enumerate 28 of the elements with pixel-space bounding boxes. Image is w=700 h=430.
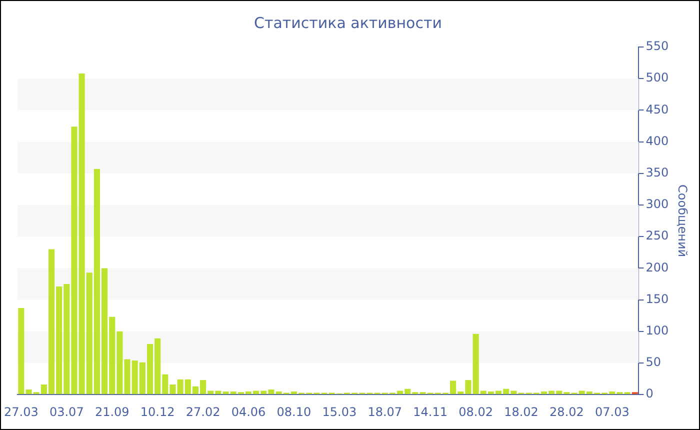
- y-tick-label: 350: [646, 166, 669, 180]
- y-tick-label: 250: [646, 228, 669, 243]
- chart-title: Статистика активности: [254, 14, 442, 32]
- y-tick-label: 150: [646, 292, 669, 306]
- y-tick-label: 0: [646, 386, 654, 401]
- y-tick-label: 50: [646, 355, 661, 370]
- y-tick-label: 100: [646, 324, 669, 338]
- x-tick-label: 14.11: [413, 404, 448, 419]
- x-tick-label: 03.07: [49, 404, 84, 419]
- y-tick-label: 400: [646, 134, 669, 148]
- x-tick-label: 07.03: [594, 404, 630, 419]
- y-tick-label: 550: [646, 39, 669, 54]
- x-tick-label: 27.03: [4, 404, 38, 419]
- y-tick-label: 200: [646, 260, 669, 274]
- y-tick-label: 500: [646, 70, 669, 85]
- x-tick-label: 08.10: [276, 404, 312, 419]
- y-tick-label: 300: [646, 197, 669, 212]
- x-tick-label: 21.09: [94, 404, 130, 419]
- x-tick-label: 18.02: [504, 404, 538, 419]
- x-tick-label: 27.02: [186, 404, 220, 419]
- x-tick-label: 04.06: [231, 404, 266, 419]
- x-tick-label: 15.03: [322, 404, 357, 419]
- y-axis-title: Сообщений: [676, 184, 690, 258]
- x-tick-label: 08.02: [458, 404, 493, 419]
- y-tick-label: 450: [646, 102, 669, 116]
- x-tick-label: 28.02: [550, 404, 584, 419]
- x-tick-label: 18.07: [368, 404, 402, 419]
- x-tick-label: 10.12: [140, 404, 175, 419]
